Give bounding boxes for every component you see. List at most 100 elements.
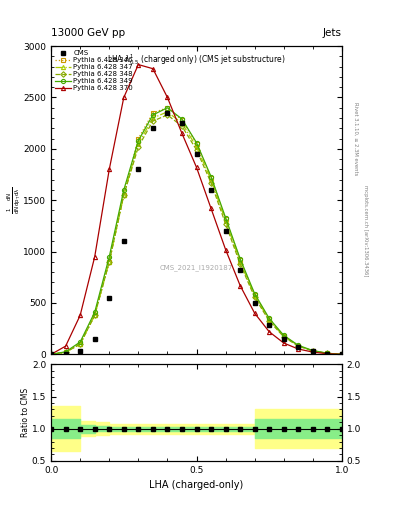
Pythia 6.428 349: [107, 253, 112, 260]
Pythia 6.428 370: [78, 312, 83, 318]
Pythia 6.428 370: [267, 329, 272, 335]
Text: mcplots.cern.ch [arXiv:1306.3436]: mcplots.cern.ch [arXiv:1306.3436]: [363, 185, 368, 276]
CMS: [252, 300, 257, 306]
Pythia 6.428 348: [49, 351, 53, 357]
Pythia 6.428 370: [63, 343, 68, 349]
Pythia 6.428 348: [136, 144, 141, 150]
Pythia 6.428 348: [180, 123, 184, 130]
Pythia 6.428 347: [238, 259, 242, 265]
Y-axis label: Ratio to CMS: Ratio to CMS: [22, 388, 31, 437]
X-axis label: LHA (charged-only): LHA (charged-only): [149, 480, 244, 490]
Pythia 6.428 347: [121, 192, 126, 198]
Line: Pythia 6.428 348: Pythia 6.428 348: [49, 113, 344, 356]
Pythia 6.428 348: [252, 294, 257, 301]
Pythia 6.428 347: [63, 349, 68, 355]
Pythia 6.428 370: [325, 351, 330, 357]
Pythia 6.428 349: [136, 138, 141, 144]
Pythia 6.428 346: [63, 349, 68, 355]
Pythia 6.428 370: [49, 351, 53, 357]
Pythia 6.428 348: [209, 180, 213, 186]
CMS: [310, 348, 315, 354]
Pythia 6.428 346: [92, 312, 97, 318]
Pythia 6.428 346: [223, 216, 228, 222]
Pythia 6.428 346: [252, 292, 257, 298]
CMS: [209, 187, 213, 193]
Pythia 6.428 347: [78, 341, 83, 347]
CMS: [63, 351, 68, 357]
Pythia 6.428 370: [136, 61, 141, 68]
Pythia 6.428 346: [165, 104, 170, 111]
CMS: [223, 228, 228, 234]
Pythia 6.428 370: [296, 346, 301, 352]
Text: LHA $\lambda^{1}_{0.5}$ (charged only) (CMS jet substructure): LHA $\lambda^{1}_{0.5}$ (charged only) (…: [107, 52, 286, 67]
Pythia 6.428 347: [223, 218, 228, 224]
Pythia 6.428 349: [209, 174, 213, 180]
Line: Pythia 6.428 370: Pythia 6.428 370: [49, 62, 344, 356]
Pythia 6.428 348: [310, 348, 315, 354]
CMS: [194, 151, 199, 157]
CMS: [238, 267, 242, 273]
Pythia 6.428 370: [209, 205, 213, 211]
Pythia 6.428 347: [92, 312, 97, 318]
Pythia 6.428 349: [267, 315, 272, 322]
Pythia 6.428 348: [340, 351, 344, 357]
Pythia 6.428 346: [107, 259, 112, 265]
Pythia 6.428 370: [107, 166, 112, 173]
Pythia 6.428 349: [296, 342, 301, 348]
Line: Pythia 6.428 346: Pythia 6.428 346: [49, 105, 344, 356]
Legend: CMS, Pythia 6.428 346, Pythia 6.428 347, Pythia 6.428 348, Pythia 6.428 349, Pyt: CMS, Pythia 6.428 346, Pythia 6.428 347,…: [54, 49, 134, 93]
Pythia 6.428 349: [310, 348, 315, 354]
Pythia 6.428 349: [180, 116, 184, 122]
Pythia 6.428 348: [238, 261, 242, 267]
CMS: [180, 120, 184, 126]
Pythia 6.428 346: [136, 136, 141, 142]
CMS: [92, 336, 97, 342]
Pythia 6.428 346: [281, 333, 286, 339]
Pythia 6.428 346: [151, 110, 155, 116]
Pythia 6.428 347: [325, 350, 330, 356]
Pythia 6.428 346: [310, 348, 315, 354]
Pythia 6.428 346: [296, 343, 301, 349]
Pythia 6.428 348: [165, 112, 170, 118]
Pythia 6.428 348: [92, 312, 97, 318]
CMS: [296, 344, 301, 350]
Pythia 6.428 349: [340, 351, 344, 357]
Text: 13000 GeV pp: 13000 GeV pp: [51, 28, 125, 38]
Pythia 6.428 349: [238, 255, 242, 262]
Pythia 6.428 349: [63, 349, 68, 355]
CMS: [165, 110, 170, 116]
Pythia 6.428 346: [180, 117, 184, 123]
Pythia 6.428 370: [194, 164, 199, 170]
Pythia 6.428 370: [252, 310, 257, 316]
Pythia 6.428 348: [63, 349, 68, 355]
Pythia 6.428 347: [281, 333, 286, 339]
Pythia 6.428 348: [223, 221, 228, 227]
Pythia 6.428 346: [194, 141, 199, 147]
Pythia 6.428 347: [165, 109, 170, 115]
Pythia 6.428 348: [194, 147, 199, 153]
Pythia 6.428 347: [194, 144, 199, 150]
Pythia 6.428 347: [107, 259, 112, 265]
Text: CMS_2021_I1920187: CMS_2021_I1920187: [160, 265, 233, 271]
CMS: [151, 125, 155, 132]
Pythia 6.428 346: [78, 341, 83, 347]
CMS: [49, 351, 53, 357]
CMS: [325, 350, 330, 356]
Pythia 6.428 349: [194, 140, 199, 146]
Text: Rivet 3.1.10, ≥ 2.3M events: Rivet 3.1.10, ≥ 2.3M events: [353, 101, 358, 175]
Pythia 6.428 347: [180, 120, 184, 126]
Pythia 6.428 349: [165, 104, 170, 111]
Pythia 6.428 347: [209, 177, 213, 183]
Pythia 6.428 346: [267, 316, 272, 323]
CMS: [267, 322, 272, 328]
CMS: [121, 238, 126, 244]
Pythia 6.428 370: [223, 246, 228, 252]
Pythia 6.428 370: [281, 340, 286, 346]
Pythia 6.428 370: [340, 351, 344, 357]
Pythia 6.428 348: [151, 118, 155, 124]
Pythia 6.428 349: [121, 187, 126, 193]
Pythia 6.428 347: [267, 317, 272, 323]
Pythia 6.428 349: [78, 339, 83, 345]
Pythia 6.428 349: [49, 351, 53, 357]
Pythia 6.428 370: [92, 253, 97, 260]
